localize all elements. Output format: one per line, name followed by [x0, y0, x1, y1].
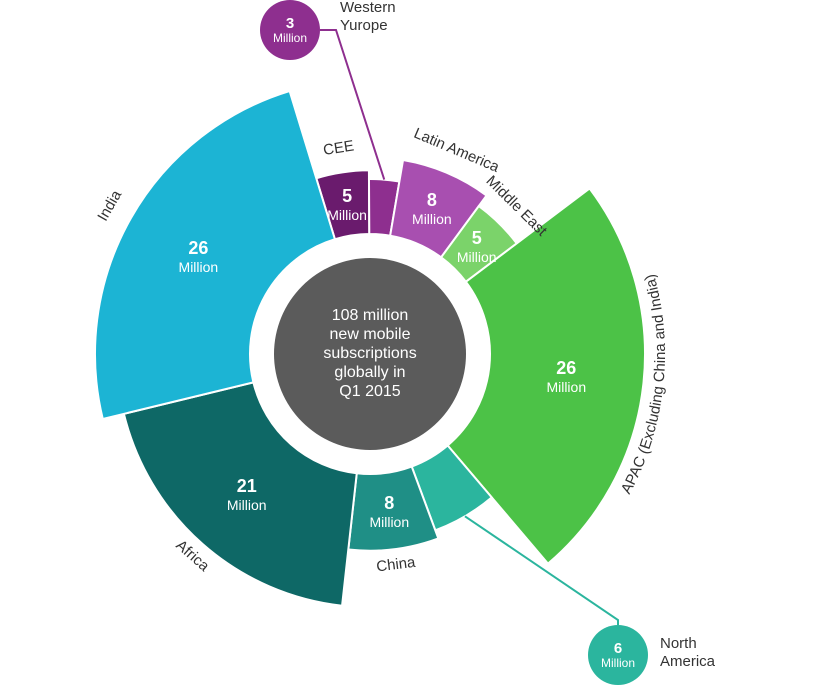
center-line: 108 million: [332, 307, 408, 324]
callout-label: America: [660, 653, 716, 670]
slice-value: 26: [188, 238, 208, 258]
slice-unit: Million: [327, 207, 367, 223]
callout-label: Yurope: [340, 17, 388, 34]
callout-label: North: [660, 635, 697, 652]
callout-label: Western: [340, 0, 396, 16]
slice-unit: Million: [546, 379, 586, 395]
slice-unit: Million: [412, 211, 452, 227]
slice-value: 8: [384, 493, 394, 513]
slice-value: 26: [556, 358, 576, 378]
center-line: subscriptions: [323, 345, 416, 362]
donut-chart: 5Million8Million5Million26Million8Millio…: [0, 0, 820, 688]
slice-value: 8: [427, 190, 437, 210]
slice-unit: Million: [369, 514, 409, 530]
center-line: globally in: [334, 364, 405, 381]
slice-unit: Million: [227, 497, 267, 513]
slice-unit: Million: [457, 249, 497, 265]
center-line: Q1 2015: [339, 383, 400, 400]
slice-unit: Million: [179, 259, 219, 275]
slice-value: 5: [472, 228, 482, 248]
center-line: new mobile: [330, 326, 411, 343]
slice-value: 21: [237, 476, 257, 496]
slice-value: 5: [342, 186, 352, 206]
